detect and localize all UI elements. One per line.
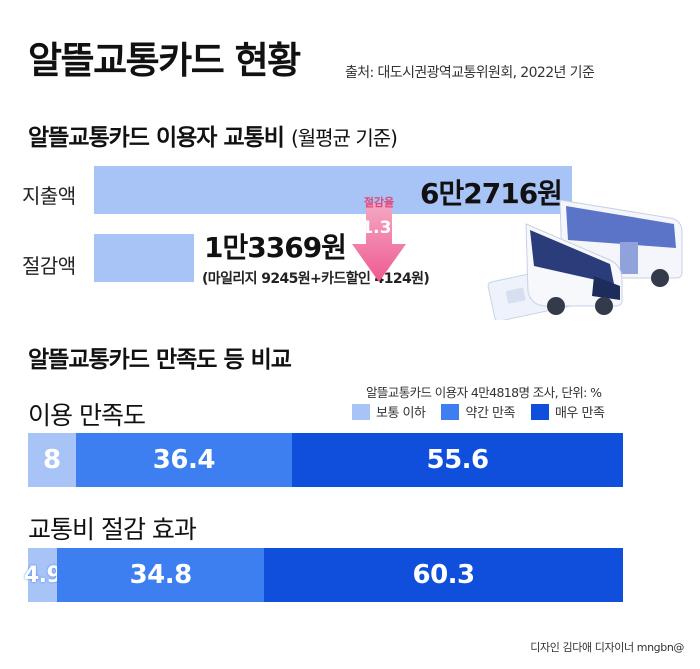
chart-legend: 보통 이하 약간 만족 매우 만족 [352,402,605,421]
satisfaction-section-title: 알뜰교통카드 만족도 등 비교 [28,347,292,373]
bar-segment-usage-high: 55.6 [292,433,623,487]
legend-swatch-high [530,403,549,420]
saving-breakdown: (마일리지 9245원+카드할인 4124원) [202,271,430,287]
spending-value: 6만2716원 [420,177,563,210]
saving-label: 절감액 [22,254,76,278]
legend-label-mid: 약간 만족 [465,406,515,421]
reduction-rate-value: 21.3% [349,218,409,238]
legend-swatch-mid [441,403,460,420]
bar-segment-saving-low: 4.9 [24,548,62,602]
survey-note: 알뜰교통카드 이용자 4만4818명 조사, 단위: % [366,385,602,400]
category-label-saving: 교통비 절감 효과 [28,515,197,544]
reduction-arrow-icon [352,204,406,282]
spending-bar [94,166,572,214]
bar-segment-saving-mid: 34.8 [57,548,265,602]
bar-segment-saving-high: 60.3 [264,548,623,602]
spending-subtitle: (월평균 기준) [290,126,398,150]
legend-item-low: 보통 이하 [352,402,426,421]
saving-bar [94,234,194,282]
legend-label-low: 보통 이하 [376,406,426,421]
legend-label-high: 매우 만족 [554,406,605,421]
spending-title: 알뜰교통카드 이용자 교통비 [28,125,285,151]
bar-segment-usage-mid: 36.4 [75,433,293,487]
bus-and-card-illustration [487,199,683,320]
reduction-rate-label: 절감율 [363,196,395,209]
design-credit: 디자인 김다애 디자이너 mngbn@ [530,641,684,654]
source-note: 출처: 대도시권광역교통위원회, 2022년 기준 [345,65,595,81]
category-label-usage: 이용 만족도 [28,401,146,430]
legend-item-high: 매우 만족 [530,402,605,421]
spending-section-title: 알뜰교통카드 이용자 교통비 (월평균 기준) [28,118,398,152]
legend-item-mid: 약간 만족 [441,402,515,421]
stacked-bar-usage: 8 36.4 55.6 [28,433,623,487]
stacked-bar-saving: 4.9 34.8 60.3 [24,548,623,602]
legend-swatch-low [352,403,370,420]
page-title: 알뜰교통카드 현황 [28,39,301,82]
spending-label: 지출액 [22,184,76,208]
saving-value: 1만3369원 [204,231,347,264]
bar-segment-usage-low: 8 [28,433,76,487]
